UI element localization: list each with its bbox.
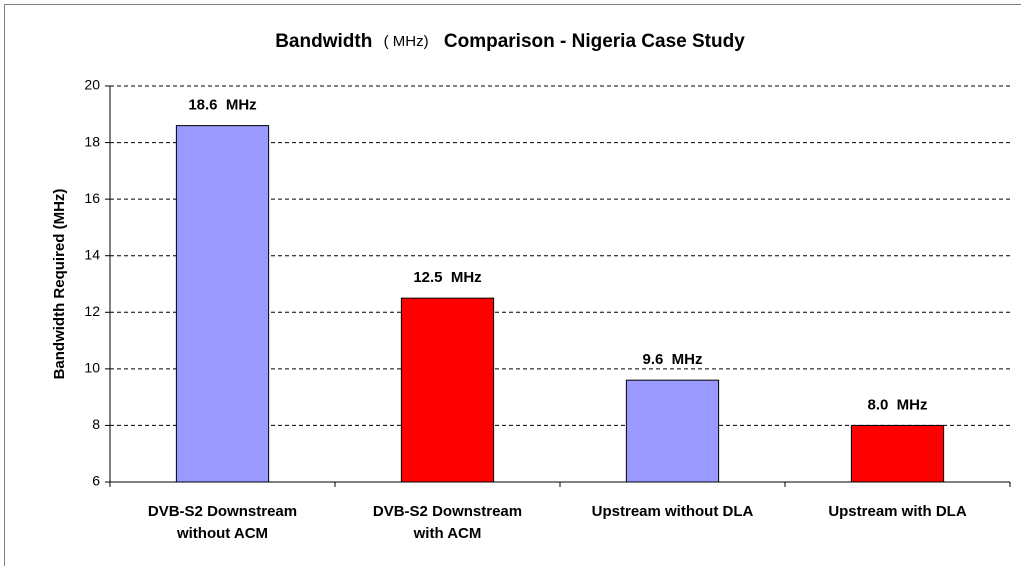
bar [175,125,270,483]
x-tick-label: DVB-S2 Downstream [373,503,522,520]
title-part: ( MHz) [384,33,429,50]
y-tick-label: 14 [84,246,100,262]
y-tick-label: 18 [84,133,100,149]
bar [850,424,945,483]
y-tick-label: 16 [84,190,100,206]
x-tick-label: Upstream without DLA [592,503,754,520]
value-label: 18.6 MHz [188,97,256,114]
bar [625,379,720,483]
x-tick-label: with ACM [413,525,482,542]
y-tick-label: 8 [92,416,100,432]
title-part: Comparison - Nigeria Case Study [444,31,745,52]
y-tick-label: 10 [84,360,100,376]
x-tick-label: without ACM [176,525,268,542]
y-tick-label: 6 [92,473,100,489]
bar [400,297,495,483]
x-tick-label: DVB-S2 Downstream [148,503,297,520]
x-tick-label: Upstream with DLA [828,503,967,520]
y-axis-label: Bandwidth Required (MHz) [51,189,68,380]
value-label: 9.6 MHz [642,351,702,368]
value-label: 8.0 MHz [867,396,927,413]
chart-title: Bandwidth ( MHz) Comparison - Nigeria Ca… [275,31,745,52]
title-part: Bandwidth [275,31,372,52]
value-label: 12.5 MHz [413,269,481,286]
y-tick-label: 12 [84,303,100,319]
y-tick-label: 20 [84,77,100,93]
